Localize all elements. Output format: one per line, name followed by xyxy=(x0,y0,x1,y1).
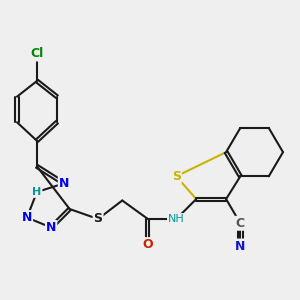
Text: Cl: Cl xyxy=(30,47,44,61)
Text: C: C xyxy=(236,217,245,230)
Text: H: H xyxy=(32,187,41,197)
Text: S: S xyxy=(172,170,181,183)
Text: N: N xyxy=(59,177,69,190)
Text: O: O xyxy=(142,238,153,251)
Text: NH: NH xyxy=(168,214,185,224)
Text: S: S xyxy=(94,212,103,226)
Text: N: N xyxy=(235,239,245,253)
Text: N: N xyxy=(46,221,56,234)
Text: N: N xyxy=(22,211,32,224)
